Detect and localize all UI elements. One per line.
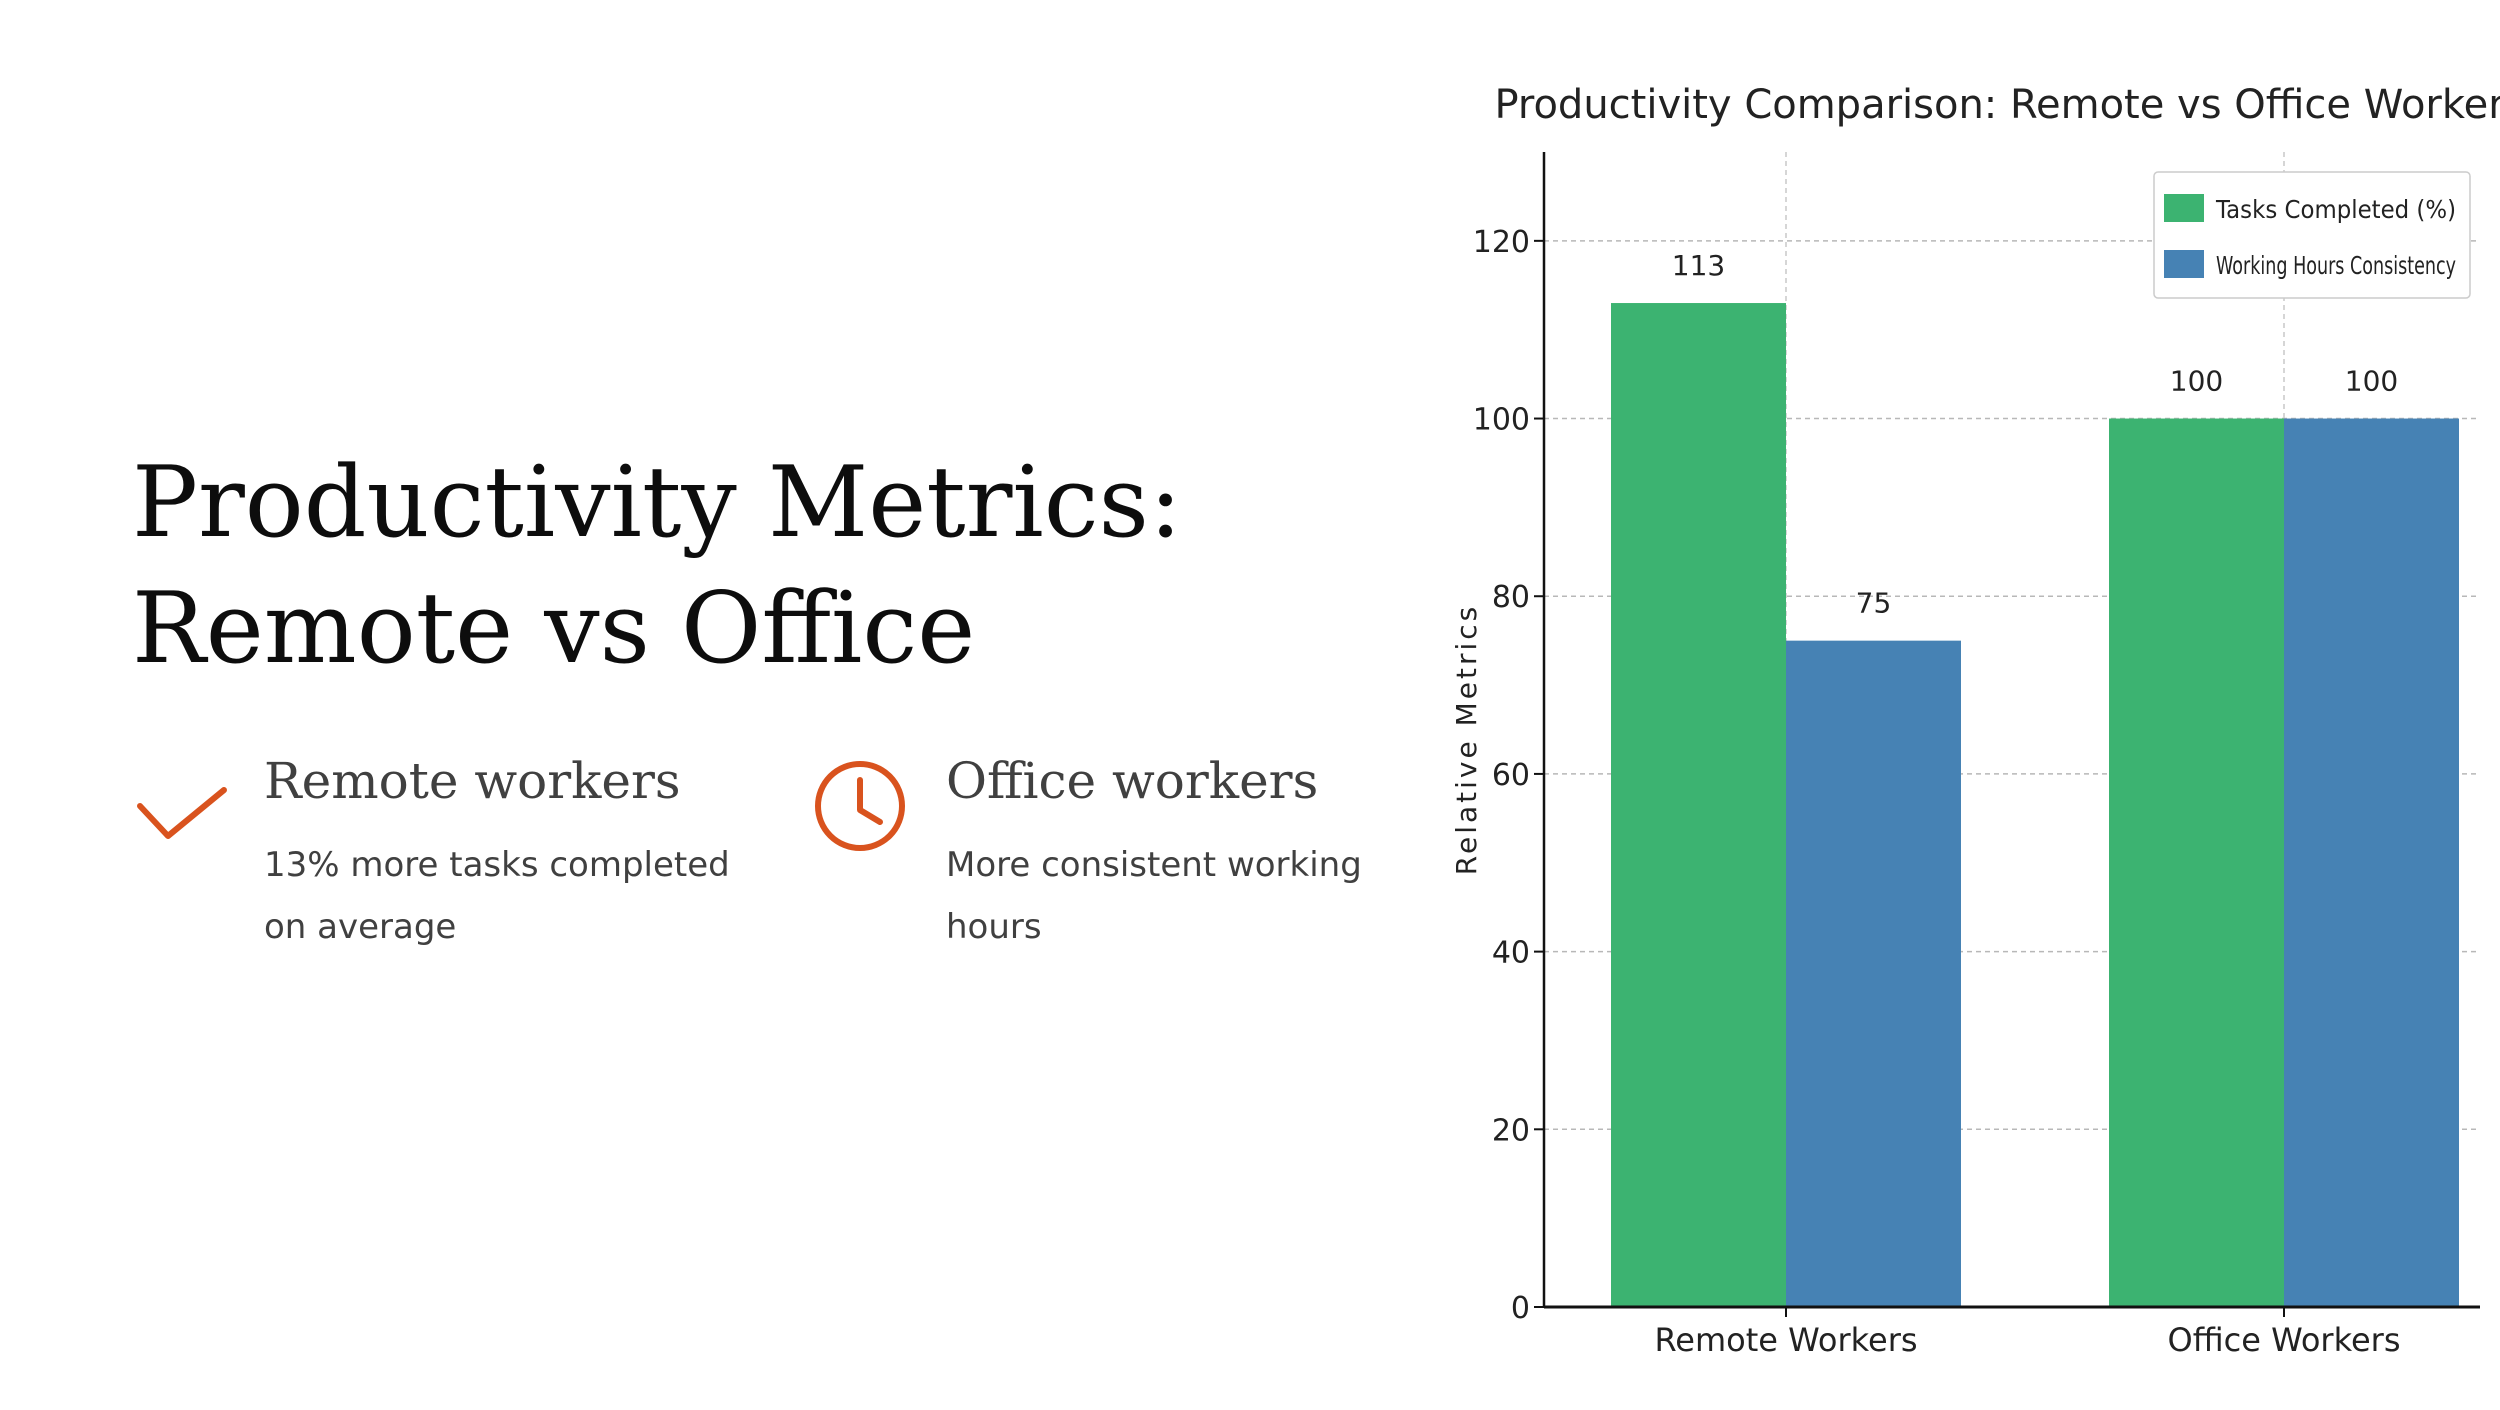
x-tick-label: Remote Workers: [1654, 1321, 1917, 1359]
legend-label: Working Hours Consistency: [2216, 251, 2456, 280]
y-tick-label: 80: [1492, 580, 1530, 615]
bar: [1786, 640, 1961, 1307]
y-tick-label: 120: [1473, 225, 1530, 260]
feature-heading: Remote workers: [264, 752, 681, 810]
slide-title: Productivity Metrics: Remote vs Office: [132, 446, 1182, 686]
chart-title: Productivity Comparison: Remote vs Offic…: [1494, 82, 2500, 128]
data-label: 100: [2170, 365, 2223, 398]
axes: [1534, 152, 2480, 1317]
feature-description: More consistent working hours: [946, 845, 1362, 947]
bar-chart: Productivity Comparison: Remote vs Offic…: [1440, 60, 2500, 1410]
bars: [1611, 303, 2459, 1307]
feature-heading: Office workers: [946, 752, 1319, 810]
bar: [2109, 418, 2284, 1307]
legend-swatch: [2164, 250, 2204, 278]
data-label: 75: [1856, 587, 1892, 620]
data-label: 113: [1672, 249, 1725, 282]
feature-description: 13% more tasks completed on average: [264, 845, 730, 947]
chart-svg: Productivity Comparison: Remote vs Offic…: [1450, 82, 2500, 1359]
y-tick-label: 0: [1511, 1291, 1530, 1326]
legend-label: Tasks Completed (%): [2215, 195, 2456, 224]
data-label: 100: [2345, 365, 2398, 398]
bar: [1611, 303, 1786, 1307]
legend: Tasks Completed (%) Working Hours Consist…: [2153, 171, 2471, 299]
y-tick-label: 100: [1473, 403, 1530, 438]
tick-labels: 0 20 40 60 80 100 120 113 75 Remote Workers 100 100…: [1473, 225, 2401, 1359]
y-tick-label: 40: [1492, 936, 1530, 971]
y-tick-label: 20: [1492, 1113, 1530, 1148]
clock-icon: [815, 761, 905, 851]
checkmark-icon: [137, 787, 227, 839]
legend-swatch: [2164, 194, 2204, 222]
y-axis-label: Relative Metrics: [1450, 604, 1483, 875]
bar: [2284, 418, 2459, 1307]
y-tick-label: 60: [1492, 758, 1530, 793]
legend-box: [2153, 171, 2471, 299]
x-tick-label: Office Workers: [2168, 1321, 2401, 1359]
